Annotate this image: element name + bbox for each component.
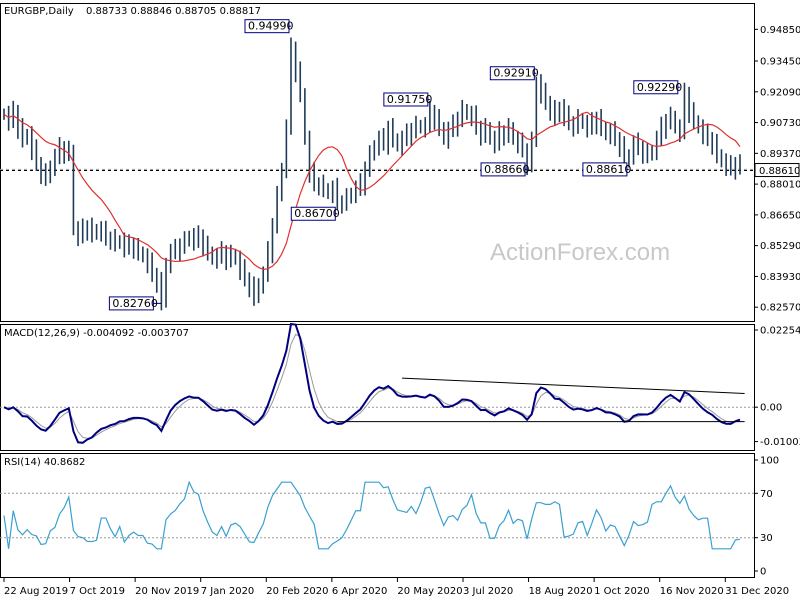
annotation-label: 0.92910 <box>493 67 538 80</box>
rsi-y-tick-label: 70 <box>760 489 773 500</box>
rsi-title: RSI(14) 40.8682 <box>4 457 85 468</box>
macd-title: MACD(12,26,9) -0.004092 -0.003707 <box>4 328 189 339</box>
annotation-label: 0.82760 <box>112 297 157 310</box>
x-tick-label: 3 Jul 2020 <box>463 586 513 597</box>
x-tick-label: 20 May 2020 <box>397 586 462 597</box>
rsi-series-layer <box>0 480 754 550</box>
watermark-text: ActionForex.com <box>490 239 670 266</box>
x-tick-label: 7 Jan 2020 <box>201 586 255 597</box>
x-tick-label: 22 Aug 2019 <box>4 586 68 597</box>
price-y-tick-label: 0.86650 <box>760 210 800 221</box>
macd-y-tick-label: -0.010039 <box>760 437 800 448</box>
macd-y-tick-label: 0.022544 <box>760 325 800 336</box>
price-y-tick-label: 0.83930 <box>760 272 800 283</box>
x-tick-label: 1 Oct 2020 <box>594 586 649 597</box>
annotation-box <box>108 296 154 311</box>
moving-average-line <box>3 111 741 270</box>
price-y-tick-label: 0.89370 <box>760 149 800 160</box>
price-y-tick-label: 0.93450 <box>760 57 800 68</box>
annotation-layer: 0.94990 0.82760 0.86700 0.91750 0.92910 0.886… <box>108 19 683 311</box>
x-tick-label: 16 Nov 2020 <box>660 586 724 597</box>
x-tick-label: 20 Feb 2020 <box>266 586 328 597</box>
annotation-label: 0.88610 <box>586 163 632 176</box>
price-y-tick-label: 0.92090 <box>760 87 800 98</box>
x-tick-label: 31 Dec 2020 <box>725 586 789 597</box>
annotation-label: 0.86700 <box>294 207 340 220</box>
rsi-y-tick-label: 30 <box>760 533 773 544</box>
price-y-tick-label: 0.94850 <box>760 25 800 36</box>
macd-line <box>3 322 741 444</box>
annotation-label: 0.94990 <box>248 20 294 33</box>
x-tick-label: 20 Nov 2019 <box>135 586 199 597</box>
x-tick-label: 18 Aug 2020 <box>529 586 593 597</box>
last-price-label: 0.88610 <box>759 166 800 177</box>
rsi-y-tick-label: 0 <box>760 567 766 578</box>
macd-y-tick-label: 0.00 <box>760 403 782 414</box>
price-series-layer <box>0 37 754 311</box>
rsi-pane <box>0 453 755 578</box>
price-y-tick-label: 0.90730 <box>760 118 800 129</box>
ohlc-label: 0.88733 0.88846 0.88705 0.88817 <box>86 6 261 17</box>
macd-signal-line <box>3 333 741 439</box>
axis-layer: 0.94850 0.93450 0.92090 0.90730 0.89370 0.880… <box>3 25 800 597</box>
last-price-box <box>754 163 800 178</box>
price-y-tick-label: 0.82570 <box>760 303 800 314</box>
price-pane <box>0 3 755 322</box>
x-tick-label: 7 Oct 2019 <box>70 586 125 597</box>
price-y-tick-label: 0.88010 <box>760 180 800 191</box>
annotation-label: 0.88660 <box>484 163 530 176</box>
macd-series-layer <box>0 322 754 444</box>
price-y-tick-label: 0.85290 <box>760 241 800 252</box>
annotation-label: 0.92290 <box>637 81 683 94</box>
macd-pane <box>0 324 755 451</box>
rsi-line <box>3 480 741 550</box>
rsi-y-tick-label: 100 <box>760 456 779 467</box>
x-tick-label: 6 Apr 2020 <box>332 586 387 597</box>
annotation-label: 0.91750 <box>387 93 433 106</box>
symbol-label: EURGBP,Daily <box>4 6 74 17</box>
macd-trendline <box>402 377 745 394</box>
